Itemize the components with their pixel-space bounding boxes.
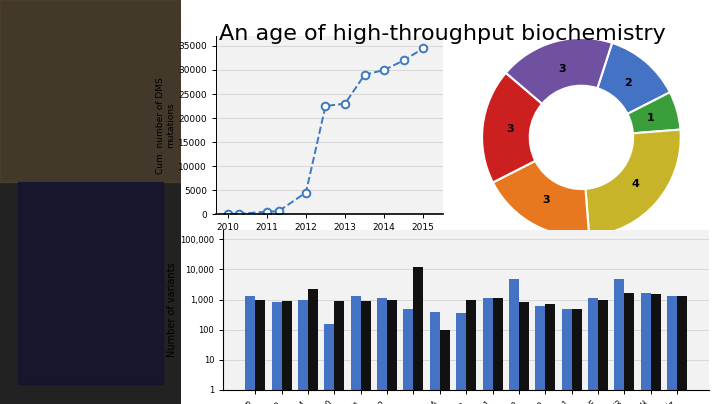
Bar — [509, 278, 519, 404]
Wedge shape — [493, 161, 589, 237]
Bar — [482, 298, 492, 404]
Bar — [651, 294, 661, 404]
Wedge shape — [627, 92, 680, 133]
Legend: Virus, Mouse, Yeast: Virus, Mouse, Yeast — [517, 257, 646, 273]
Text: 1: 1 — [647, 113, 654, 123]
Bar — [403, 309, 413, 404]
Text: 3: 3 — [543, 195, 550, 205]
Bar — [246, 296, 256, 404]
Bar — [387, 299, 397, 404]
Text: 3: 3 — [558, 63, 566, 74]
Text: 3: 3 — [507, 124, 514, 134]
Bar — [614, 278, 624, 404]
Bar — [0, 0, 181, 182]
Wedge shape — [598, 43, 670, 114]
Bar — [308, 289, 318, 404]
Bar — [298, 299, 308, 404]
Bar — [325, 324, 334, 404]
Bar — [18, 182, 163, 384]
Bar — [641, 293, 651, 404]
Bar — [456, 313, 467, 404]
Bar — [624, 293, 634, 404]
Bar — [572, 309, 582, 404]
Bar — [545, 304, 555, 404]
Text: 2: 2 — [624, 78, 631, 88]
Y-axis label: Number of variants: Number of variants — [167, 263, 177, 358]
Bar — [282, 301, 292, 404]
Bar — [588, 298, 598, 404]
Bar — [334, 301, 344, 404]
Text: 4: 4 — [632, 179, 640, 189]
Y-axis label: Cum. number of DMS
mutations: Cum. number of DMS mutations — [156, 77, 176, 174]
Bar — [413, 267, 423, 404]
Bar — [256, 299, 266, 404]
Bar — [598, 299, 608, 404]
Bar — [562, 309, 572, 404]
Bar — [361, 301, 371, 404]
Bar — [467, 299, 476, 404]
Bar — [677, 296, 687, 404]
Bar — [519, 303, 529, 404]
Wedge shape — [482, 73, 542, 183]
Bar — [351, 296, 361, 404]
Text: An age of high-throughput biochemistry: An age of high-throughput biochemistry — [220, 24, 666, 44]
Bar — [492, 298, 503, 404]
Wedge shape — [585, 130, 680, 236]
Wedge shape — [506, 38, 612, 104]
Bar — [430, 311, 440, 404]
Bar — [535, 306, 545, 404]
Bar — [440, 330, 450, 404]
Bar — [667, 296, 677, 404]
Bar — [271, 303, 282, 404]
Bar — [377, 298, 387, 404]
